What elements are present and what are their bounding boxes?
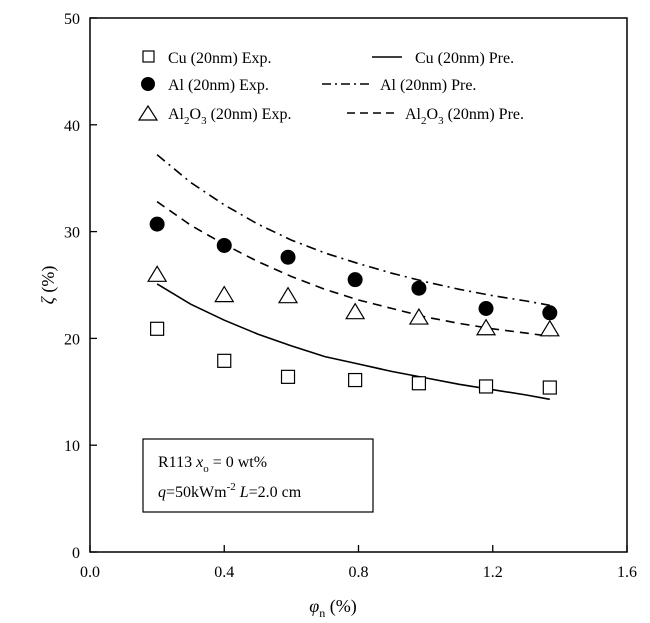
point-al2o3-exp bbox=[408, 307, 429, 325]
annotation-line-2: q=50kWm-2 L=2.0 cm bbox=[158, 481, 302, 501]
experiment-markers bbox=[147, 216, 560, 395]
y-tick-label: 0 bbox=[72, 545, 80, 562]
point-al2o3-exp bbox=[214, 285, 235, 303]
x-tick-label: 1.2 bbox=[483, 564, 503, 581]
point-al-exp bbox=[411, 280, 427, 296]
annotation-box bbox=[142, 438, 374, 513]
y-tick-label: 40 bbox=[64, 118, 80, 135]
y-tick-label: 50 bbox=[64, 11, 80, 28]
legend: Cu (20nm) Exp. Cu (20nm) Pre. Al (20nm) … bbox=[137, 50, 524, 127]
axes: 0.0 0.4 0.8 1.2 1.6 0 10 20 30 40 50 bbox=[64, 11, 637, 581]
x-tick-label: 1.6 bbox=[617, 564, 637, 581]
point-al-exp bbox=[280, 249, 296, 265]
x-axis-title: φn (%) bbox=[309, 596, 356, 620]
legend-label-al-exp: Al (20nm) Exp. bbox=[168, 77, 269, 94]
y-tick-label: 10 bbox=[64, 438, 80, 455]
y-tick-label: 30 bbox=[64, 225, 80, 242]
legend-label-cu-pre: Cu (20nm) Pre. bbox=[415, 50, 514, 67]
annotation-line-1: R113 xo = 0 wt% bbox=[158, 454, 267, 475]
x-tick-label: 0.4 bbox=[214, 564, 234, 581]
point-al2o3-exp bbox=[539, 319, 560, 337]
legend-marker-al2o3-exp bbox=[137, 104, 159, 121]
point-cu-exp bbox=[150, 321, 165, 336]
legend-label-al2o3-pre: Al2O3 (20nm) Pre. bbox=[405, 106, 524, 127]
point-cu-exp bbox=[348, 372, 363, 388]
point-cu-exp bbox=[478, 379, 494, 394]
point-al-exp bbox=[149, 216, 165, 232]
point-cu-exp bbox=[280, 369, 296, 384]
point-cu-exp bbox=[411, 376, 427, 391]
point-cu-exp bbox=[542, 380, 557, 395]
point-al2o3-exp bbox=[345, 302, 366, 320]
legend-label-al2o3-exp: Al2O3 (20nm) Exp. bbox=[168, 106, 291, 127]
y-tick-label: 20 bbox=[64, 331, 80, 348]
legend-marker-cu-exp bbox=[142, 50, 155, 63]
legend-marker-al-exp bbox=[141, 77, 155, 91]
condition-annotation: R113 xo = 0 wt% q=50kWm-2 L=2.0 cm bbox=[142, 438, 374, 513]
point-al-exp bbox=[478, 300, 494, 316]
x-tick-label: 0.8 bbox=[349, 564, 369, 581]
point-cu-exp bbox=[217, 353, 232, 368]
x-tick-label: 0.0 bbox=[80, 564, 100, 581]
point-al2o3-exp bbox=[475, 318, 497, 336]
point-al2o3-exp bbox=[277, 286, 299, 304]
point-al-exp bbox=[347, 272, 363, 288]
y-axis-title: ζ (%) bbox=[38, 266, 59, 305]
legend-label-al-pre: Al (20nm) Pre. bbox=[380, 77, 476, 94]
point-al2o3-exp bbox=[147, 265, 168, 282]
point-al-exp bbox=[542, 305, 558, 321]
legend-label-cu-exp: Cu (20nm) Exp. bbox=[168, 50, 272, 67]
point-al-exp bbox=[216, 237, 232, 253]
